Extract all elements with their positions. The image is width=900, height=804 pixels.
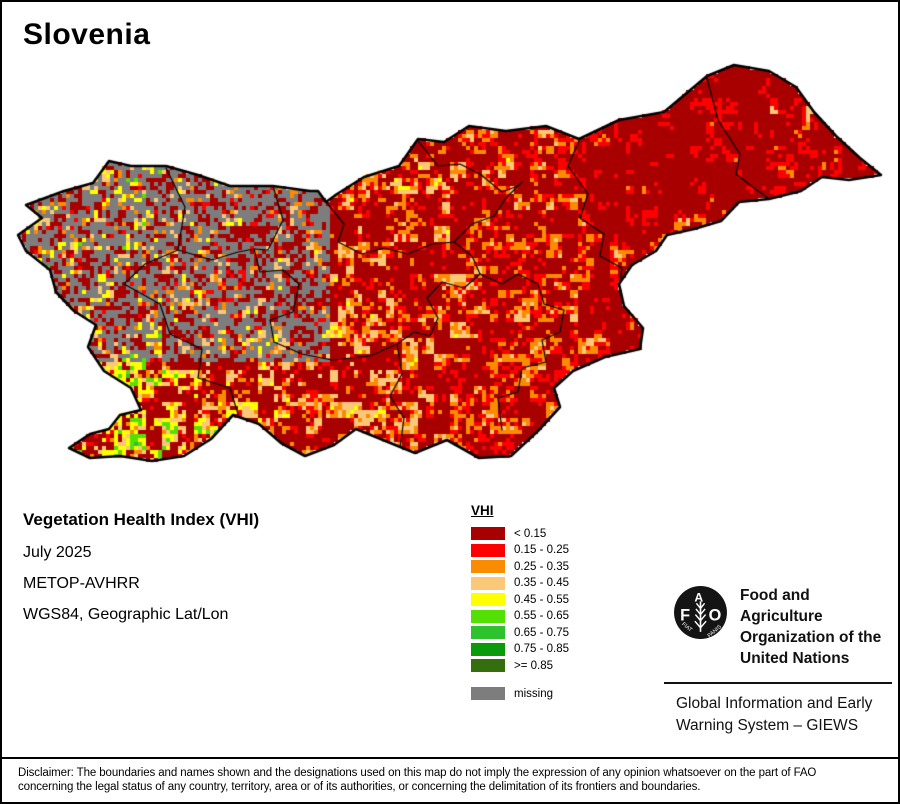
fao-attribution: F A O FIAT PANIS Food and Agriculture Or…	[664, 584, 892, 737]
giews-label: Global Information and Early Warning Sys…	[676, 695, 873, 734]
legend-swatch	[471, 560, 505, 573]
product-name: Vegetation Health Index (VHI)	[23, 510, 260, 529]
legend-class-label: 0.75 - 0.85	[514, 643, 569, 655]
fao-divider	[664, 682, 892, 684]
legend-rows: < 0.15 0.15 - 0.25 0.25 - 0.35 0.35 - 0.45 0…	[471, 527, 569, 700]
projection-info: WGS84, Geographic Lat/Lon	[23, 606, 229, 623]
legend-swatch	[471, 543, 505, 557]
fao-logo-icon: F A O FIAT PANIS	[674, 586, 727, 639]
disclaimer-text: Disclaimer: The boundaries and names sho…	[18, 767, 817, 793]
legend-row: < 0.15	[471, 527, 569, 540]
legend-row: 0.15 - 0.25	[471, 543, 569, 557]
legend-swatch	[471, 593, 505, 606]
legend-swatch	[471, 576, 505, 590]
legend-row: 0.75 - 0.85	[471, 642, 569, 656]
svg-text:F: F	[680, 607, 690, 625]
legend-swatch	[471, 626, 505, 639]
legend-class-label: < 0.15	[514, 527, 547, 540]
legend-row: 0.45 - 0.55	[471, 593, 569, 606]
legend-swatch	[471, 609, 505, 623]
slovenia-vhi-raster-map	[2, 2, 898, 522]
legend-class-label: 0.15 - 0.25	[514, 544, 569, 556]
legend-class-label: 0.65 - 0.75	[514, 626, 569, 639]
legend-row: missing	[471, 687, 569, 700]
svg-text:A: A	[694, 590, 703, 604]
legend-class-label: 0.45 - 0.55	[514, 593, 569, 606]
page-title: Slovenia	[23, 18, 151, 51]
legend-row: 0.25 - 0.35	[471, 560, 569, 573]
legend-row: 0.35 - 0.45	[471, 576, 569, 590]
legend-title: VHI	[471, 503, 494, 518]
legend-class-label: 0.35 - 0.45	[514, 577, 569, 589]
sensor-name: METOP-AVHRR	[23, 575, 140, 592]
map-date: July 2025	[23, 544, 92, 561]
disclaimer-divider	[2, 757, 898, 759]
fao-org-name: Food and Agriculture Organization of the…	[740, 587, 882, 667]
legend-swatch	[471, 642, 505, 656]
legend-row: 0.55 - 0.65	[471, 609, 569, 623]
legend-class-label: >= 0.85	[514, 659, 554, 672]
legend-row: >= 0.85	[471, 659, 569, 672]
legend-class-label: missing	[514, 687, 553, 700]
map-metadata: Vegetation Health Index (VHI) July 2025 …	[23, 510, 259, 637]
legend-row: 0.65 - 0.75	[471, 626, 569, 639]
legend-class-label: 0.25 - 0.35	[514, 560, 569, 573]
legend-swatch	[471, 687, 505, 700]
legend-swatch	[471, 527, 505, 540]
legend: VHI < 0.15 0.15 - 0.25 0.25 - 0.35 0.35 - 0…	[471, 503, 569, 704]
legend-swatch	[471, 659, 505, 672]
svg-text:O: O	[709, 607, 722, 625]
legend-class-label: 0.55 - 0.65	[514, 610, 569, 622]
